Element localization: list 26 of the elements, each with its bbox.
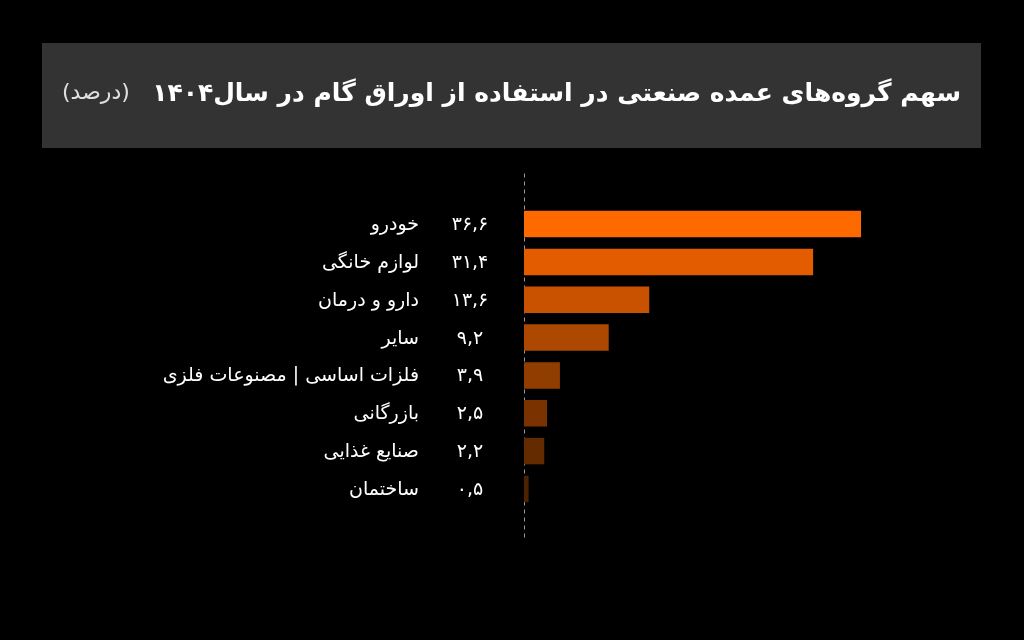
data-label: ۹,۲ [456,325,484,348]
bar [524,248,814,276]
data-label: ۲,۵ [456,401,484,424]
bar [524,286,650,313]
y-tick-label: سایر [380,325,419,349]
bar [524,362,560,389]
y-tick-label: دارو و درمان [318,287,419,311]
data-label: ۰,۵ [456,476,484,499]
data-label: ۳,۹ [456,363,484,386]
text: (درصد) [62,79,130,104]
y-tick-label: فلزات اساسی | مصنوعات فلزی [162,363,419,387]
chart-title: سهم گروه‌های عمده صنعتی در استفاده از اوراق گام در سال۱۴۰۴ [152,78,961,108]
data-label: ۳۱,۴ [451,249,489,272]
bar [524,324,609,351]
bar [524,210,861,238]
y-tick-label: بازرگانی [353,401,419,425]
bar [524,400,548,427]
y-tick-label: صنایع غذایی [323,439,419,463]
data-label: ۲,۲ [456,439,484,462]
y-tick-label: لوازم خانگی [321,249,419,273]
data-label: ۳۶,۶ [451,212,489,235]
y-tick-label: خودرو [369,212,419,236]
y-tick-label: ساختمان [349,476,419,499]
bar [524,475,529,503]
data-label: ۱۳,۶ [451,287,489,310]
bar [524,437,545,465]
